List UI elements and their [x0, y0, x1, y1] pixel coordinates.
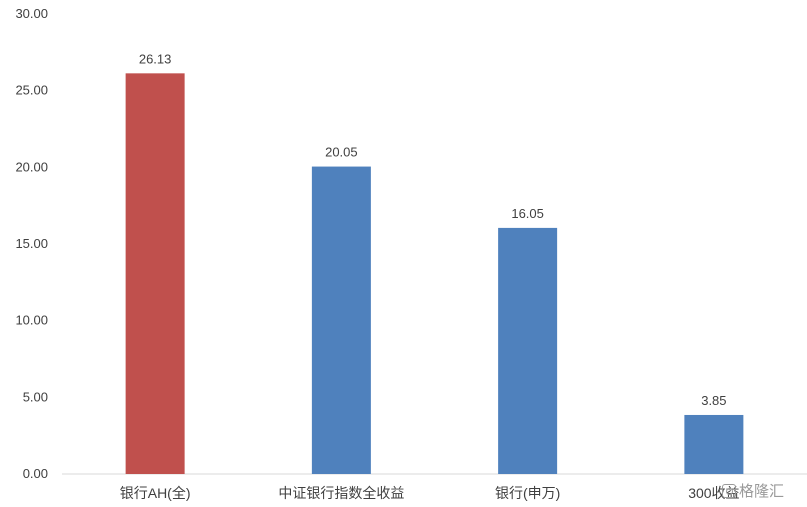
data-labels: 26.13 20.05 16.05 3.85 — [139, 51, 727, 408]
watermark-text: 格隆汇 — [739, 482, 785, 500]
data-label: 20.05 — [325, 145, 358, 160]
bar — [684, 414, 744, 474]
x-category-label: 银行AH(全) — [120, 485, 191, 501]
y-tick-label: 0.00 — [23, 466, 48, 481]
bar — [311, 166, 371, 475]
x-axis-categories: 银行AH(全) 中证银行指数全收益 银行(申万) 300收益 — [120, 485, 740, 501]
data-label: 3.85 — [701, 393, 726, 408]
y-tick-label: 10.00 — [15, 313, 48, 328]
y-tick-label: 20.00 — [15, 159, 48, 174]
watermark: 格隆汇 — [722, 480, 784, 501]
y-tick-label: 25.00 — [15, 83, 48, 98]
x-category-label: 银行(申万) — [495, 485, 560, 501]
bar — [125, 73, 185, 474]
x-category-label: 中证银行指数全收益 — [278, 485, 404, 501]
data-label: 26.13 — [139, 51, 172, 66]
data-label: 16.05 — [511, 206, 544, 221]
y-axis: 0.00 5.00 10.00 15.00 20.00 25.00 30.00 — [15, 6, 48, 481]
bar — [498, 227, 558, 474]
bars — [125, 73, 744, 475]
gelonghui-logo-icon — [722, 483, 736, 498]
y-tick-label: 15.00 — [15, 236, 48, 251]
y-tick-label: 5.00 — [23, 389, 48, 404]
y-tick-label: 30.00 — [15, 6, 48, 21]
